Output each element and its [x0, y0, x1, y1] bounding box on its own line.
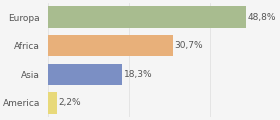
Bar — [48, 35, 172, 56]
Text: 30,7%: 30,7% — [174, 41, 203, 50]
Bar — [48, 64, 122, 85]
Text: 2,2%: 2,2% — [59, 98, 81, 107]
Bar — [48, 6, 246, 28]
Text: 48,8%: 48,8% — [248, 13, 277, 22]
Text: 18,3%: 18,3% — [124, 70, 153, 79]
Bar — [48, 92, 57, 114]
